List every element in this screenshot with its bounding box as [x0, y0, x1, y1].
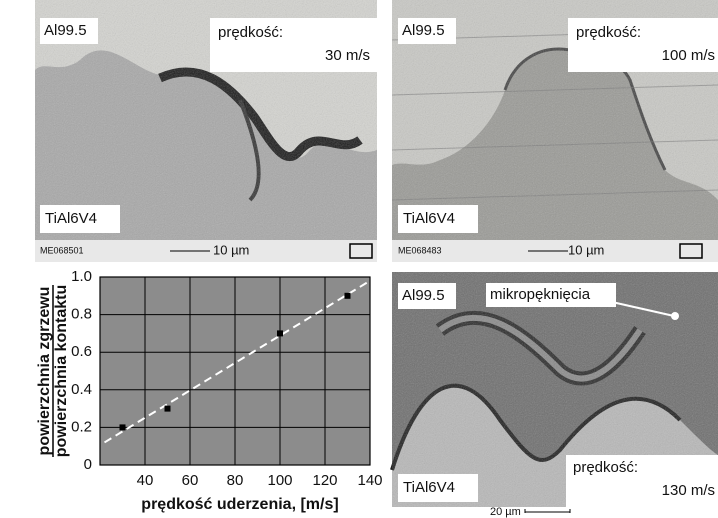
sample-id: ME068483: [398, 245, 442, 255]
y-tick-label: 0.4: [71, 381, 92, 398]
x-axis-title: prędkość uderzenia, [m/s]: [141, 496, 338, 513]
x-tick-label: 80: [227, 472, 244, 489]
sample-id: ME068501: [40, 245, 84, 255]
speed-label: prędkość:: [218, 24, 283, 41]
x-tick-label: 40: [137, 472, 154, 489]
y-tick-label: 1.0: [71, 268, 92, 285]
scale-label: 10 µm: [213, 242, 249, 257]
chart: prędkość uderzenia, [m/s] powierzchnia z…: [36, 268, 382, 513]
y-axis-title: powierzchnia zgrzewu: [36, 287, 53, 456]
x-tick-label: 100: [267, 472, 292, 489]
scale-label: 20 µm: [490, 506, 521, 518]
speed-value: 30 m/s: [325, 47, 370, 64]
data-point: [277, 330, 283, 336]
material-label: TiAl6V4: [45, 210, 97, 227]
micrograph-3: Al99.5 mikropęknięcia prędkość: 130 m/s …: [392, 272, 718, 518]
data-point: [165, 406, 171, 412]
x-tick-label: 140: [357, 472, 382, 489]
material-label: TiAl6V4: [403, 210, 455, 227]
y-tick-label: 0: [84, 456, 92, 473]
y-tick-label: 0.2: [71, 418, 92, 435]
speed-value: 130 m/s: [662, 482, 715, 499]
x-tick-label: 60: [182, 472, 199, 489]
y-tick-label: 0.6: [71, 343, 92, 360]
material-label: Al99.5: [402, 22, 445, 39]
micrograph-2: Al99.5 prędkość: 100 m/s TiAl6V4 ME06848…: [392, 0, 718, 262]
data-point: [120, 424, 126, 430]
x-tick-label: 120: [312, 472, 337, 489]
speed-label: prędkość:: [576, 24, 641, 41]
material-label: Al99.5: [44, 22, 87, 39]
speed-label: prędkość:: [573, 459, 638, 476]
scale-label: 10 µm: [568, 242, 604, 257]
material-label: Al99.5: [402, 287, 445, 304]
figure: Al99.5 prędkość: 30 m/s TiAl6V4 ME068501…: [0, 0, 718, 518]
y-axis-title: powierzchnia kontaktu: [53, 285, 70, 457]
y-tick-label: 0.8: [71, 306, 92, 323]
material-label: TiAl6V4: [403, 479, 455, 496]
speed-value: 100 m/s: [662, 47, 715, 64]
micrograph-1: Al99.5 prędkość: 30 m/s TiAl6V4 ME068501…: [35, 0, 377, 262]
annotation: mikropęknięcia: [490, 286, 591, 303]
data-point: [345, 293, 351, 299]
